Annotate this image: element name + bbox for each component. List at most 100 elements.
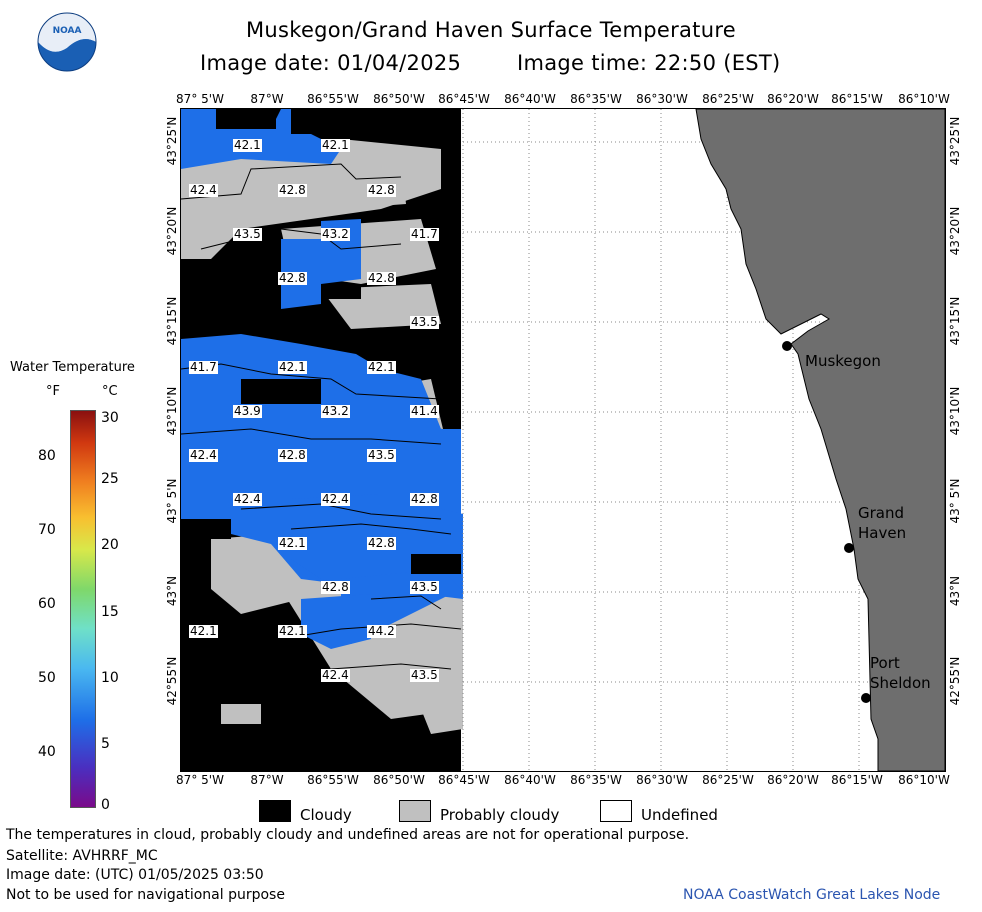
top-lon-label: 86°55'W [307,92,359,106]
top-lon-label: 87° 5'W [176,92,224,106]
satellite-text: Satellite: AVHRRF_MC [6,848,158,864]
land-area [695,109,945,771]
celsius-tick: 20 [101,537,119,553]
undefined-area [463,109,698,771]
map-title: Muskegon/Grand Haven Surface Temperature [245,18,737,42]
left-lat-label: 42°55'N [165,656,179,706]
celsius-tick: 10 [101,670,119,686]
noaa-logo: NOAA [37,12,97,72]
bottom-lon-label: 86°40'W [504,773,556,787]
temperature-label: 41.7 [189,360,218,374]
temperature-label: 42.4 [321,492,350,506]
utc-date-text: Image date: (UTC) 01/05/2025 03:50 [6,867,264,883]
top-lon-label: 86°30'W [636,92,688,106]
bottom-lon-label: 87° 5'W [176,773,224,787]
muskegon-marker [782,341,792,351]
cloud-remnants [181,109,461,574]
left-lat-label: 43°25'N [165,116,179,166]
top-lon-label: 87°W [250,92,284,106]
colorbar-title: Water Temperature [10,360,135,375]
unit-fahrenheit: °F [46,384,60,399]
temperature-label: 43.5 [410,668,439,682]
temperature-label: 43.2 [321,227,350,241]
temperature-label: 43.5 [410,580,439,594]
bottom-lon-label: 86°45'W [438,773,490,787]
muskegon-label: Muskegon [805,352,881,370]
top-lon-label: 86°35'W [570,92,622,106]
credit-text: NOAA CoastWatch Great Lakes Node [683,887,941,903]
nav-warning-text: Not to be used for navigational purpose [6,887,285,903]
legend-cloudy-label: Cloudy [300,806,352,824]
map-graphic [181,109,945,771]
bottom-lon-label: 86°20'W [767,773,819,787]
top-lon-label: 86°15'W [831,92,883,106]
top-lon-label: 86°10'W [898,92,950,106]
temperature-label: 42.4 [321,668,350,682]
temperature-label: 42.4 [233,492,262,506]
temperature-map: 42.1 42.1 42.4 42.8 42.8 43.5 43.2 41.7 42.8 42.8… [180,108,946,772]
grand-haven-marker [844,543,854,553]
bottom-lon-label: 86°35'W [570,773,622,787]
temperature-label: 42.8 [278,183,307,197]
fahrenheit-tick: 70 [38,522,56,538]
right-lat-label: 43°15'N [948,296,962,346]
fahrenheit-tick: 40 [38,744,56,760]
port-sheldon-marker [861,693,871,703]
right-lat-label: 43° 5'N [948,478,962,524]
right-lat-label: 43°25'N [948,116,962,166]
temperature-label: 42.8 [410,492,439,506]
temperature-label: 43.5 [410,315,439,329]
image-date: Image date: 01/04/2025 [200,51,462,75]
celsius-tick: 0 [101,797,110,813]
colorbar [70,410,96,808]
fahrenheit-tick: 60 [38,596,56,612]
bottom-lon-label: 86°50'W [373,773,425,787]
temperature-label: 42.8 [367,536,396,550]
temperature-label: 42.4 [189,183,218,197]
grand-haven-label-2: Haven [858,524,907,542]
celsius-tick: 25 [101,471,119,487]
legend-probably-cloudy-label: Probably cloudy [440,806,560,824]
bottom-lon-label: 86°10'W [898,773,950,787]
celsius-tick: 30 [101,410,119,426]
left-lat-label: 43°20'N [165,206,179,256]
legend-cloudy-swatch [259,800,291,822]
temperature-label: 42.1 [278,536,307,550]
bottom-lon-label: 86°55'W [307,773,359,787]
temperature-label: 42.1 [321,138,350,152]
legend-undefined-label: Undefined [641,806,718,824]
temperature-label: 43.2 [321,404,350,418]
temperature-label: 43.5 [233,227,262,241]
temperature-label: 42.1 [367,360,396,374]
temperature-label: 41.4 [410,404,439,418]
port-sheldon-label-2: Sheldon [870,674,931,692]
left-lat-label: 43°10'N [165,386,179,436]
grand-haven-label: Grand [858,504,905,522]
temperature-label: 42.8 [367,271,396,285]
right-lat-label: 43°10'N [948,386,962,436]
fahrenheit-tick: 80 [38,448,56,464]
top-lon-label: 86°50'W [373,92,425,106]
bottom-lon-label: 86°25'W [702,773,754,787]
legend-undefined-swatch [600,800,632,822]
temperature-label: 44.2 [367,624,396,638]
celsius-tick: 15 [101,604,119,620]
bottom-lon-label: 86°30'W [636,773,688,787]
temperature-label: 42.4 [189,448,218,462]
bottom-lon-label: 87°W [250,773,284,787]
temperature-label: 42.1 [278,624,307,638]
left-lat-label: 43°N [165,575,179,607]
fahrenheit-tick: 50 [38,670,56,686]
right-lat-label: 42°55'N [948,656,962,706]
right-lat-label: 43°20'N [948,206,962,256]
temperature-label: 42.8 [321,580,350,594]
temperature-label: 42.1 [233,138,262,152]
top-lon-label: 86°40'W [504,92,556,106]
top-lon-label: 86°20'W [767,92,819,106]
disclaimer-text: The temperatures in cloud, probably clou… [6,827,690,843]
bottom-lon-label: 86°15'W [831,773,883,787]
temperature-label: 43.5 [367,448,396,462]
graticule [462,109,945,771]
celsius-tick: 5 [101,736,110,752]
temperature-label: 43.9 [233,404,262,418]
